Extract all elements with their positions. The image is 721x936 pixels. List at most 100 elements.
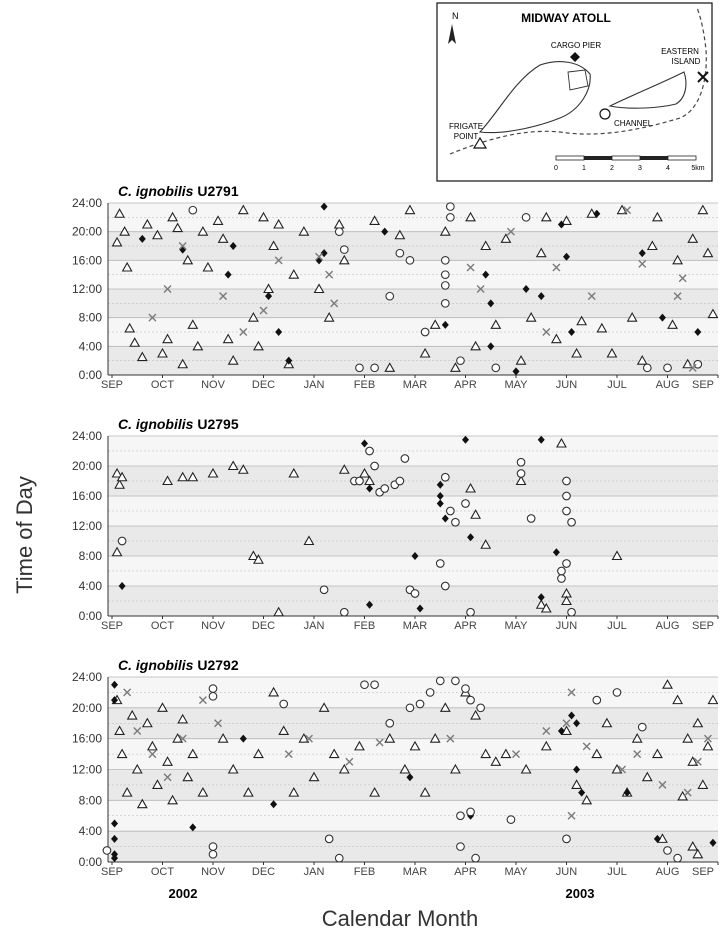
- data-point-triangle: [439, 226, 451, 236]
- data-point-circle: [370, 363, 379, 373]
- data-point-triangle: [116, 748, 128, 759]
- data-point-diamond: [265, 292, 273, 301]
- data-point-triangle: [535, 247, 547, 258]
- data-point-cross: [567, 811, 576, 820]
- data-point-triangle: [697, 204, 709, 215]
- data-point-circle: [461, 499, 470, 508]
- data-point-triangle: [687, 840, 699, 851]
- y-tick-label: 16:00: [72, 732, 102, 746]
- cargo-pier-diamond-icon: [570, 52, 580, 62]
- data-point-circle: [567, 607, 576, 617]
- data-point-diamond: [111, 680, 119, 689]
- data-point-triangle: [121, 787, 133, 797]
- data-point-diamond: [653, 834, 661, 843]
- data-point-triangle: [490, 756, 502, 766]
- data-point-diamond: [320, 249, 328, 258]
- data-point-circle: [456, 356, 465, 366]
- data-point-triangle: [182, 771, 194, 782]
- data-point-diamond: [111, 696, 119, 705]
- x-tick-label: JUL: [607, 379, 627, 391]
- data-point-circle: [395, 476, 405, 486]
- data-point-cross: [284, 750, 293, 759]
- data-point-triangle: [242, 787, 254, 797]
- frigate-point-label-2: POINT: [454, 132, 479, 141]
- data-point-triangle: [429, 733, 441, 743]
- x-tick-label: SEP: [692, 620, 714, 632]
- x-tick-label: DEC: [252, 866, 275, 878]
- data-point-circle: [440, 270, 450, 280]
- data-point-triangle: [119, 226, 131, 236]
- x-tick-label: APR: [454, 866, 477, 878]
- scale-unit: 5km: [691, 165, 704, 172]
- y-tick-label: 8:00: [79, 793, 103, 807]
- chart-panel-1: C. ignobilis U2791 0:00 4:00 8:00 12:00 16:00…: [72, 183, 719, 391]
- data-point-triangle: [515, 355, 527, 365]
- data-point-triangle: [116, 471, 128, 482]
- data-point-triangle: [631, 733, 643, 743]
- data-point-circle: [446, 212, 455, 222]
- data-point-triangle: [114, 725, 126, 736]
- data-point-diamond: [537, 292, 545, 301]
- scale-bar: 0 1 2 3 4 5km: [554, 155, 705, 172]
- data-point-circle: [521, 212, 531, 222]
- data-point-cross: [325, 270, 334, 279]
- data-point-circle: [612, 688, 622, 697]
- y-tick-label: 8:00: [79, 311, 103, 325]
- x-tick-label: JUL: [607, 866, 627, 878]
- data-point-cross: [688, 363, 697, 372]
- data-point-circle: [466, 607, 475, 617]
- data-point-triangle: [217, 733, 229, 743]
- channel-circle-icon: [599, 108, 611, 120]
- data-point-triangle: [162, 475, 173, 486]
- data-point-circle: [355, 476, 364, 486]
- x-tick-label: AUG: [656, 620, 680, 632]
- data-point-cross: [214, 719, 223, 728]
- frigate-point-triangle-icon: [472, 136, 488, 149]
- data-point-diamond: [189, 823, 197, 832]
- data-point-circle: [673, 853, 682, 863]
- data-point-triangle: [268, 240, 280, 251]
- data-point-triangle: [581, 794, 593, 805]
- data-point-triangle: [480, 240, 492, 251]
- data-point-diamond: [563, 252, 570, 261]
- data-point-triangle: [611, 550, 623, 561]
- y-tick-label: 0:00: [79, 609, 103, 623]
- data-point-triangle: [540, 211, 552, 222]
- data-point-triangle: [409, 740, 421, 751]
- data-point-circle: [451, 676, 460, 686]
- data-point-triangle: [114, 479, 126, 489]
- data-point-circle: [365, 446, 374, 456]
- data-point-triangle: [384, 733, 396, 743]
- data-point-circle: [456, 842, 465, 851]
- data-point-diamond: [111, 854, 119, 863]
- data-point-triangle: [550, 333, 562, 344]
- data-point-triangle: [202, 261, 214, 272]
- data-point-triangle: [121, 261, 133, 272]
- x-tick-label: APR: [454, 379, 477, 391]
- data-point-cross: [658, 780, 667, 789]
- y-tick-label: 4:00: [79, 579, 103, 593]
- data-point-circle: [456, 811, 465, 821]
- data-point-triangle: [227, 355, 239, 365]
- data-point-diamond: [512, 367, 520, 376]
- data-point-triangle: [247, 312, 259, 322]
- data-point-diamond: [462, 435, 469, 444]
- data-point-circle: [557, 566, 566, 576]
- data-point-triangle: [662, 679, 673, 689]
- data-point-triangle: [520, 763, 532, 774]
- data-point-triangle: [126, 709, 138, 720]
- data-point-triangle: [359, 467, 370, 478]
- y-tick-label: 0:00: [79, 368, 103, 382]
- data-point-triangle: [419, 787, 431, 797]
- data-point-diamond: [658, 313, 666, 322]
- x-tick-label: NOV: [201, 620, 226, 632]
- scale-tick-2: 2: [610, 165, 614, 172]
- data-point-triangle: [187, 471, 199, 482]
- scale-tick-4: 4: [666, 165, 670, 172]
- data-point-triangle: [157, 347, 168, 358]
- scale-tick-0: 0: [554, 165, 558, 172]
- data-point-circle: [446, 506, 455, 516]
- data-point-triangle: [111, 467, 123, 478]
- data-point-triangle: [667, 319, 678, 329]
- data-point-triangle: [449, 362, 461, 372]
